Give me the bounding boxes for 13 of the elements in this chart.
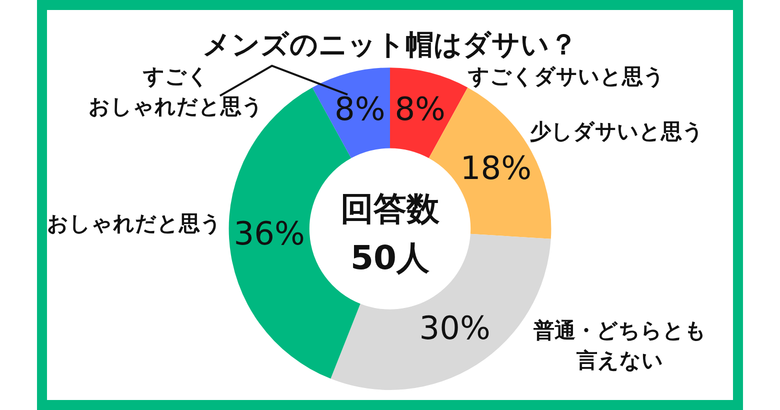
- slice-label: おしゃれだと思う: [47, 211, 222, 236]
- chart-title: メンズのニット帽はダサい？: [202, 28, 578, 62]
- slice-label: すごくダサいと思う: [467, 64, 665, 88]
- text: 回答数: [340, 188, 440, 228]
- text: 50人: [350, 238, 430, 277]
- slice-label: 少しダサいと思う: [530, 119, 704, 144]
- data-label: 8%: [334, 90, 386, 128]
- slice-label: すごくおしゃれだと思う: [88, 64, 264, 118]
- data-label: 18%: [460, 148, 532, 187]
- slice-label: 普通・どちらとも言えない: [532, 318, 706, 372]
- data-label: 30%: [419, 309, 490, 348]
- data-label: 36%: [234, 214, 305, 253]
- data-label: 8%: [394, 90, 446, 128]
